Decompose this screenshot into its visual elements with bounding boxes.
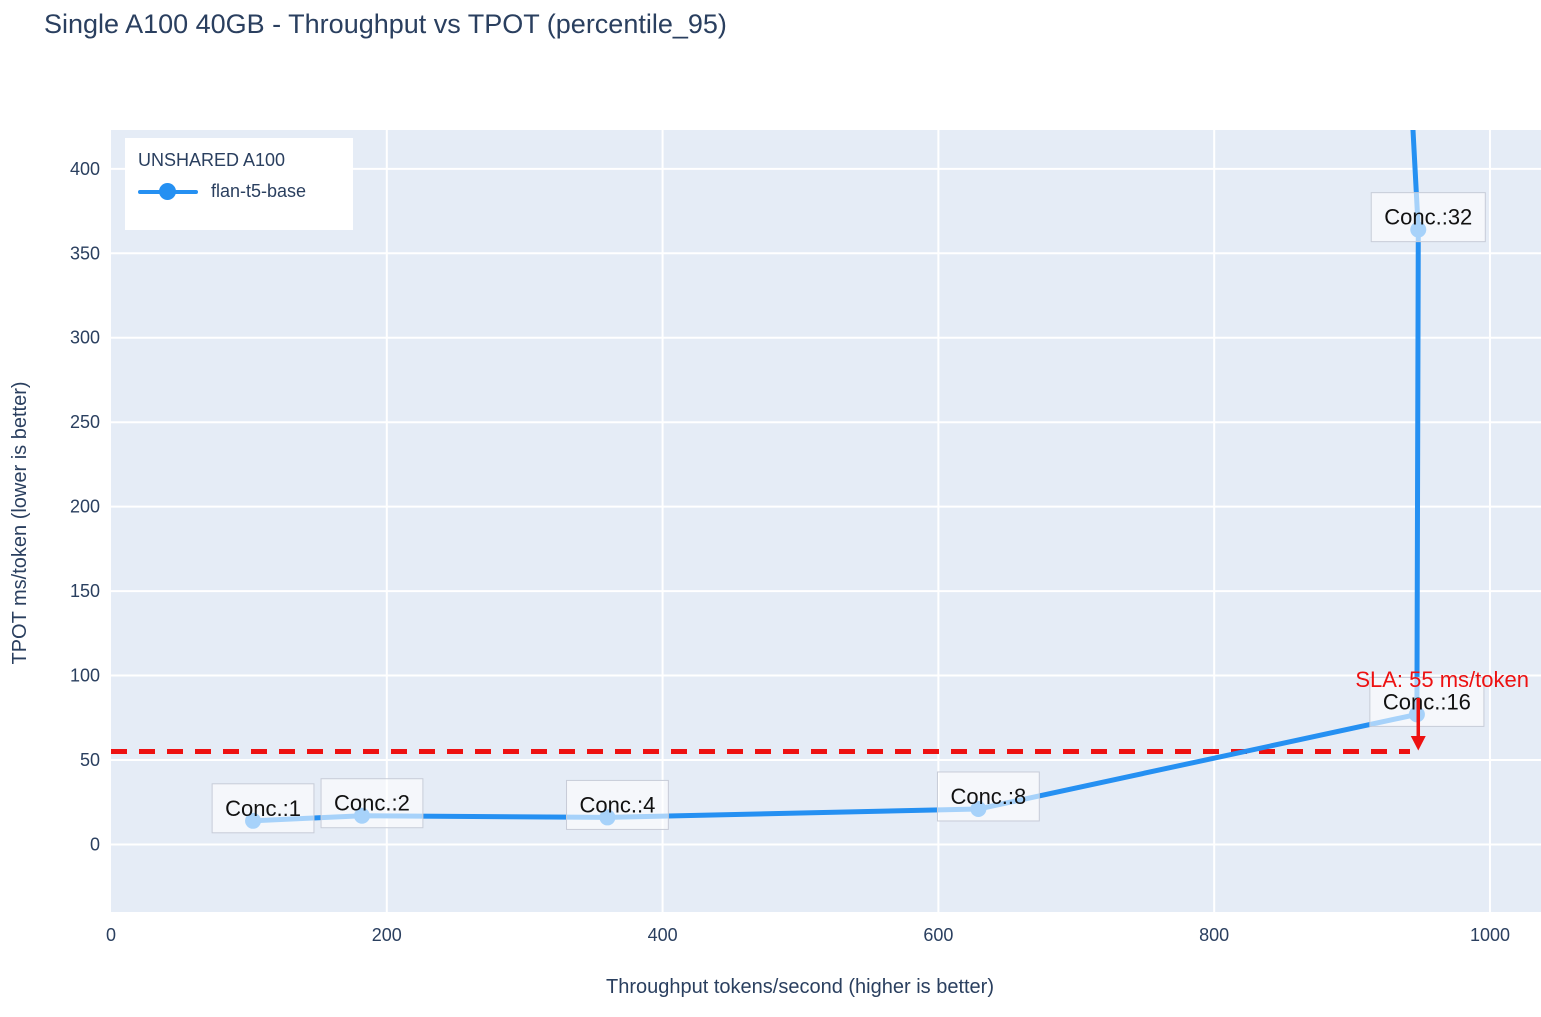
y-tick-label: 400 xyxy=(70,159,100,179)
point-label-box xyxy=(1370,192,1486,243)
sla-arrowhead xyxy=(1410,736,1426,751)
legend-item-label: flan-t5-base xyxy=(211,181,307,201)
legend-title: UNSHARED A100 xyxy=(138,150,286,170)
legend-item-flan-t5-base[interactable]: flan-t5-base xyxy=(138,181,353,202)
point-label-box xyxy=(1369,676,1485,727)
y-tick-label: 200 xyxy=(70,497,100,517)
x-tick-label: 200 xyxy=(372,925,402,945)
point-label-box xyxy=(936,771,1040,822)
y-tick-label: 100 xyxy=(70,666,100,686)
x-axis-title: Throughput tokens/second (higher is bett… xyxy=(606,976,994,998)
y-axis-title: TPOT ms/token (lower is better) xyxy=(9,381,31,664)
point-label-conc-8: Conc.:8 xyxy=(950,784,1026,809)
y-tick-label: 250 xyxy=(70,412,100,432)
point-label-conc-32: Conc.:32 xyxy=(1384,205,1472,230)
y-tick-label: 0 xyxy=(90,834,100,854)
sla-annotation: SLA: 55 ms/token xyxy=(1355,667,1529,692)
y-tick-label: 350 xyxy=(70,243,100,263)
point-label-box xyxy=(320,778,424,829)
point-label-conc-1: Conc.:1 xyxy=(225,796,301,821)
x-tick-label: 800 xyxy=(1199,925,1229,945)
legend: UNSHARED A100 flan-t5-base xyxy=(125,138,353,230)
y-tick-label: 300 xyxy=(70,328,100,348)
chart-title: Single A100 40GB - Throughput vs TPOT (p… xyxy=(44,9,727,39)
point-label-box xyxy=(211,783,315,834)
y-tick-label: 150 xyxy=(70,581,100,601)
x-tick-label: 1000 xyxy=(1470,925,1510,945)
y-tick-label: 50 xyxy=(80,750,100,770)
x-tick-label: 600 xyxy=(923,925,953,945)
legend-marker-dot xyxy=(159,183,176,200)
x-tick-label: 400 xyxy=(648,925,678,945)
point-label-conc-16: Conc.:16 xyxy=(1383,689,1471,714)
x-tick-label: 0 xyxy=(106,925,116,945)
point-label-box xyxy=(566,779,669,830)
point-label-conc-2: Conc.:2 xyxy=(334,791,410,816)
legend-line-marker-sample xyxy=(138,183,198,200)
point-label-conc-4: Conc.:4 xyxy=(580,792,656,817)
